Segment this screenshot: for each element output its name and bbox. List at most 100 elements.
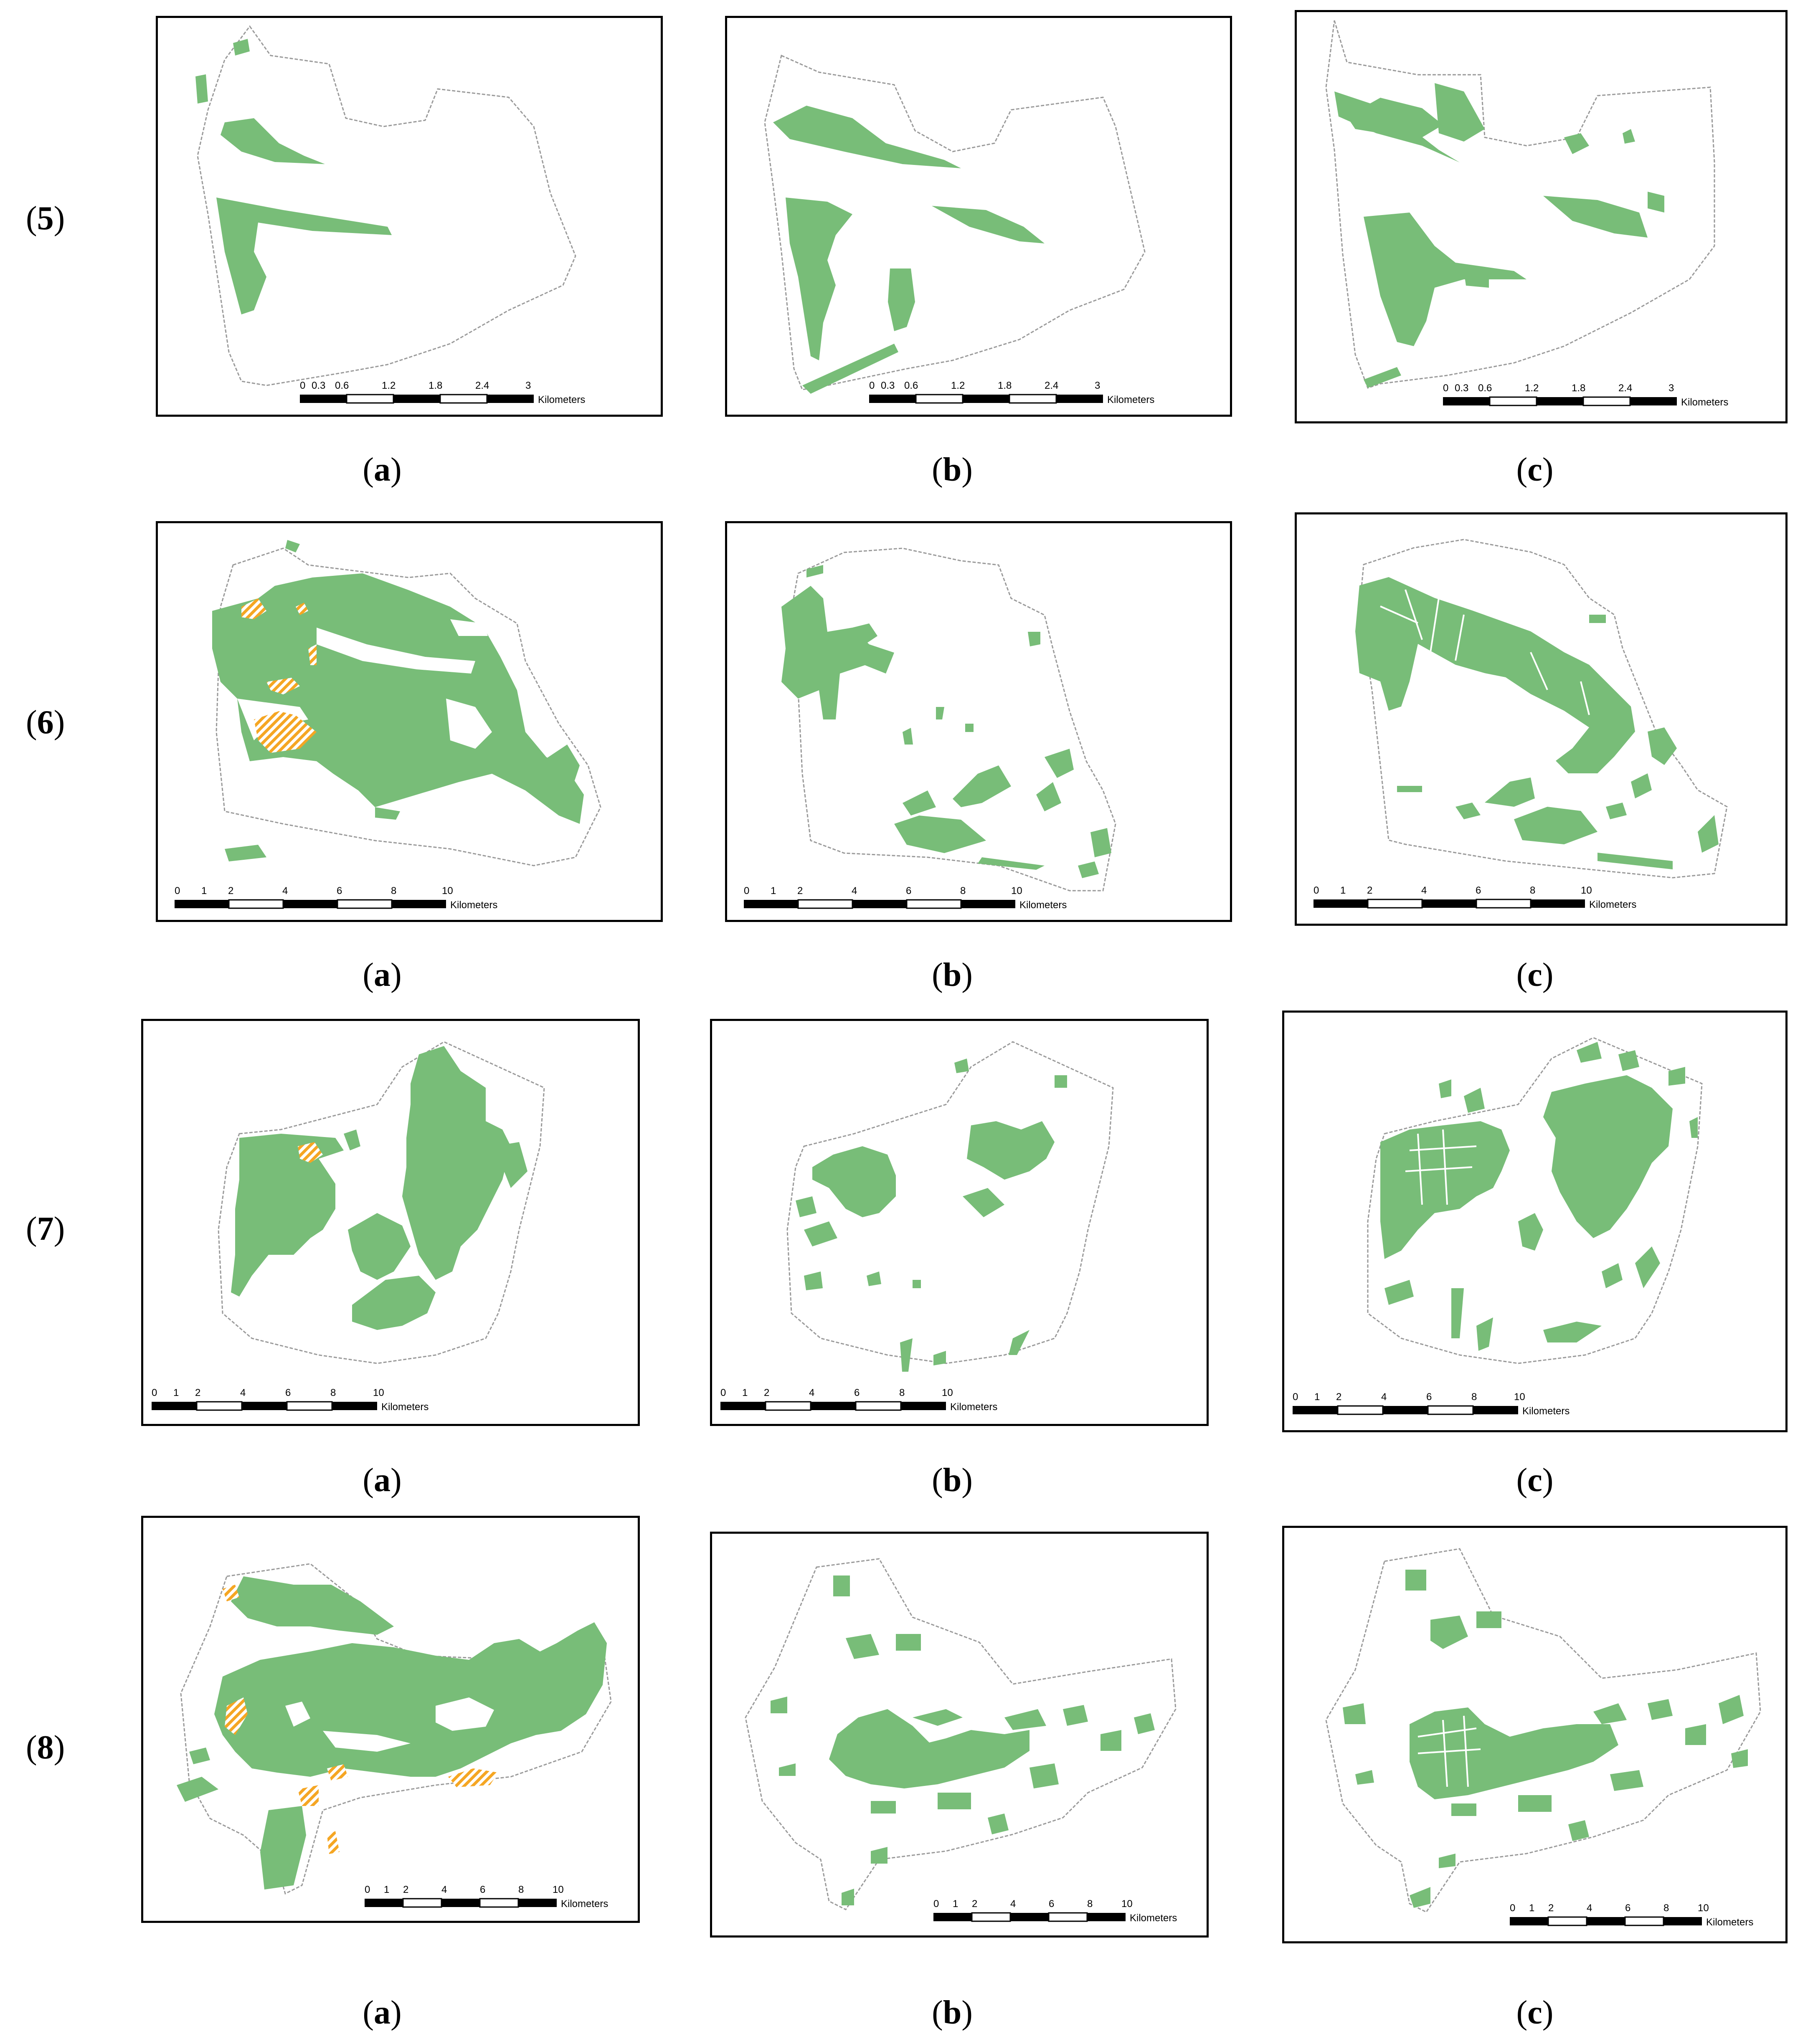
map-panel-7a: 0 1 2 4 6 8 10 Kilometers	[141, 1019, 640, 1426]
scale-unit-label: Kilometers	[538, 394, 585, 405]
forest-patch	[231, 1576, 394, 1635]
forest-patch	[231, 1134, 344, 1297]
scale-tick-label: 10	[442, 885, 453, 897]
map-5b	[764, 54, 1146, 394]
municipality-boundary	[1367, 1037, 1703, 1364]
forest-patch	[913, 1709, 963, 1726]
map-7b	[786, 1041, 1114, 1372]
map-panel-5c: 0 0.3 0.6 1.2 1.8 2.4 3 Kilometers	[1295, 10, 1788, 423]
scale-tick-label: 1	[1529, 1902, 1534, 1914]
forest-patch	[1045, 749, 1074, 778]
forest-patch	[1731, 1749, 1748, 1768]
forest-patch	[1564, 133, 1589, 154]
forest-patch	[450, 619, 488, 636]
forest-patch	[1451, 1803, 1476, 1816]
field-line	[1405, 1129, 1477, 1205]
forest-patch	[1343, 1703, 1366, 1724]
scale-bar: 0 1 2 4 6 8 10 Kilometers	[152, 1387, 429, 1413]
map-7c	[1367, 1037, 1703, 1364]
forest-patch	[1698, 815, 1719, 853]
municipality-boundary	[216, 547, 601, 866]
forest-patch	[1364, 213, 1526, 346]
map-6c	[1355, 539, 1728, 879]
hatched-area	[225, 1697, 248, 1735]
hatched-area	[254, 711, 317, 753]
forest-patch	[1648, 1699, 1673, 1720]
forest-patch	[402, 1046, 511, 1280]
forest-patch	[1439, 1854, 1455, 1868]
scale-tick-label: 0	[720, 1387, 726, 1398]
scale-tick-label: 10	[553, 1884, 564, 1895]
forest-patch	[894, 816, 986, 853]
scale-bar: 0 1 2 4 6 8 10 Kilometers	[720, 1387, 997, 1413]
forest-patch	[954, 1059, 969, 1073]
scale-unit-label: Kilometers	[1130, 1912, 1177, 1924]
forest-patch	[771, 1697, 787, 1713]
scale-tick-label: 6	[854, 1387, 860, 1398]
forest-patch	[953, 765, 1011, 807]
forest-patch	[965, 724, 974, 732]
forest-patch	[1397, 786, 1422, 792]
hatched-area	[223, 1585, 239, 1601]
scale-unit-label: Kilometers	[1019, 899, 1067, 911]
forest-patch	[436, 1697, 494, 1731]
map-6b	[781, 547, 1116, 892]
forest-patch	[871, 1801, 896, 1814]
forest-patch	[913, 1280, 921, 1288]
scale-unit-label: Kilometers	[1107, 394, 1154, 405]
forest-patch	[1631, 773, 1652, 798]
scale-bar: 0 0.3 0.6 1.2 1.8 2.4 3 Kilometers	[869, 380, 1154, 405]
hatched-area	[327, 1764, 348, 1781]
forest-patch	[781, 586, 894, 719]
hatched-area	[448, 1768, 498, 1787]
scale-tick-label: 1	[173, 1387, 179, 1398]
scale-bar: 0 1 2 4 6 8 10 Kilometers	[933, 1898, 1177, 1924]
scale-tick-label: 2.4	[1618, 382, 1632, 394]
scale-tick-label: 0	[300, 380, 305, 391]
scale-tick-label: 10	[1121, 1898, 1133, 1910]
forest-patch	[1610, 1770, 1643, 1791]
forest-patch	[348, 1213, 411, 1280]
forest-patch	[446, 699, 492, 749]
scale-tick-label: 2	[972, 1898, 977, 1910]
forest-patch	[1568, 1820, 1589, 1841]
map-panel-6c: 0 1 2 4 6 8 10 Kilometers	[1295, 512, 1788, 926]
scale-tick-label: 2	[1548, 1902, 1554, 1914]
forest-patch	[285, 540, 300, 552]
scale-tick-label: 10	[1514, 1391, 1525, 1403]
forest-patch	[1606, 803, 1627, 819]
map-8a	[177, 1563, 612, 1895]
scale-tick-label: 8	[960, 885, 966, 897]
scale-tick-label: 0	[1443, 382, 1448, 394]
forest-patch	[842, 1889, 854, 1905]
hatched-area	[296, 603, 308, 615]
forest-patch	[195, 74, 208, 104]
map-5c	[1325, 20, 1715, 389]
scale-bar: 0 1 2 4 6 8 10 Kilometers	[365, 1884, 608, 1910]
scale-tick-label: 8	[1471, 1391, 1477, 1403]
forest-patch	[1648, 727, 1677, 765]
scale-tick-label: 6	[480, 1884, 485, 1895]
scale-tick-label: 1.2	[382, 380, 396, 391]
forest-patch	[1464, 1088, 1485, 1113]
caption-7a: (a)	[363, 1462, 402, 1499]
scale-tick-label: 8	[1087, 1898, 1093, 1910]
scale-tick-label: 0	[1313, 885, 1319, 896]
forest-patch	[773, 106, 961, 168]
forest-patch	[1589, 615, 1606, 623]
scale-tick-label: 6	[906, 885, 911, 897]
forest-patch	[323, 1731, 411, 1752]
scale-tick-label: 2	[1367, 885, 1372, 896]
forest-patch	[812, 1146, 896, 1217]
forest-patch	[212, 573, 584, 824]
map-8b	[745, 1558, 1177, 1910]
forest-patch	[260, 1806, 306, 1889]
forest-patch	[1364, 367, 1401, 388]
scale-tick-label: 10	[1581, 885, 1592, 896]
forest-patch	[896, 1634, 921, 1651]
scale-tick-label: 1	[953, 1898, 958, 1910]
forest-patch	[1435, 83, 1485, 142]
scale-bar: 0 0.3 0.6 1.2 1.8 2.4 3 Kilometers	[1443, 382, 1728, 408]
forest-patch	[1439, 1079, 1451, 1098]
forest-patch	[1029, 1763, 1059, 1788]
